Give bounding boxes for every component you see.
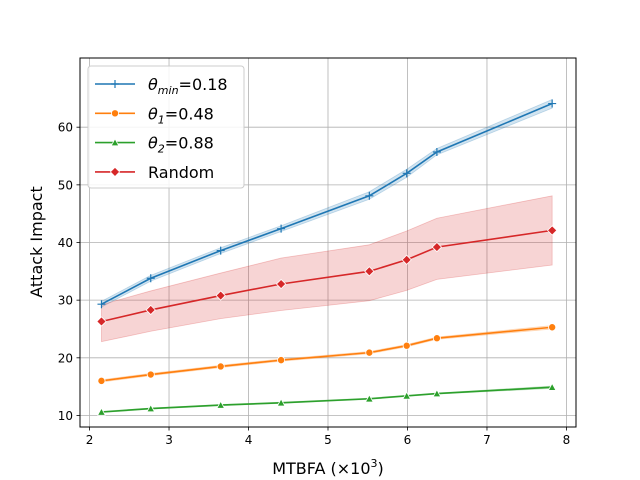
grid [80,58,576,427]
point-series-3 [145,304,156,316]
line-series-1 [101,326,553,382]
point-series-0 [432,147,441,156]
y-tick-label: 30 [58,294,73,308]
x-tick-label: 7 [483,433,491,447]
point-series-3 [401,254,412,265]
point-series-1 [146,370,155,379]
legend-label: θ2=0.88 [148,134,214,156]
point-series-2 [146,403,156,413]
y-tick-label: 20 [58,351,73,365]
point-series-2 [547,382,557,391]
point-series-2 [402,391,412,400]
point-series-3 [364,266,375,277]
legend-subscript: min [158,84,179,97]
legend-value: =0.88 [165,134,214,153]
x-tick-label: 8 [563,433,571,447]
legend-symbol: θ [148,134,158,153]
series-markers [96,99,558,416]
line-series-3 [101,229,553,323]
legend-value: Random [148,163,214,182]
x-tick-label: 5 [324,433,332,447]
point-series-1 [277,356,286,365]
legend-value: =0.18 [179,75,228,94]
point-series-3 [215,290,226,301]
point-series-2 [364,394,374,403]
legend-box [87,65,245,189]
point-series-0 [146,274,155,283]
x-axis-label-base: MTBFA (×10 [272,459,370,478]
point-series-0 [402,169,411,178]
point-series-1 [402,341,411,350]
x-tick-label: 4 [245,433,253,447]
point-series-3 [431,241,443,253]
legend-subscript: 1 [158,113,165,126]
point-series-2 [96,407,106,416]
point-series-1 [432,334,441,343]
x-tick-label: 2 [86,433,94,447]
legend-marker [109,166,121,178]
line-series-2 [101,386,553,413]
x-tick-label: 6 [404,433,412,447]
y-tick-label: 50 [58,178,73,192]
point-series-3 [275,278,287,290]
point-series-1 [365,348,374,357]
point-series-2 [216,400,226,409]
y-tick-label: 40 [58,236,73,250]
point-series-2 [432,388,442,398]
point-series-3 [96,316,107,327]
y-tick-label: 60 [58,121,73,135]
y-axis-ticks: 10 20 30 40 50 60 [58,121,80,423]
point-series-0 [97,300,106,309]
legend-marker [111,109,120,118]
y-tick-label: 10 [58,409,73,423]
point-series-2 [276,398,286,407]
point-series-1 [97,376,106,385]
legend-value: =0.48 [165,104,214,123]
point-series-0 [216,246,225,255]
x-axis-label: MTBFA (×103) [272,457,384,478]
line-series-0 [101,102,553,305]
point-series-1 [216,362,225,371]
legend-label: Random [148,163,214,182]
x-axis-label-close: ) [378,459,384,478]
point-series-3 [546,225,558,236]
legend-label: θ1=0.48 [148,104,214,126]
series-lines [101,102,553,413]
legend-label: θmin=0.18 [148,75,228,97]
legend-marker [110,137,120,147]
legend-symbol: θ [148,75,158,94]
x-tick-label: 3 [165,433,173,447]
legend-subscript: 2 [158,143,165,156]
x-axis-ticks: 2 3 4 5 6 7 8 [86,427,571,447]
point-series-0 [277,224,286,233]
point-series-0 [548,99,557,108]
legend-symbol: θ [148,104,158,123]
x-axis-label-exponent: 3 [371,457,378,470]
band-series-3 [101,195,553,343]
legend-marker [111,80,119,88]
point-series-0 [365,191,374,200]
y-axis-label: Attack Impact [27,186,46,298]
point-series-1 [548,323,557,332]
